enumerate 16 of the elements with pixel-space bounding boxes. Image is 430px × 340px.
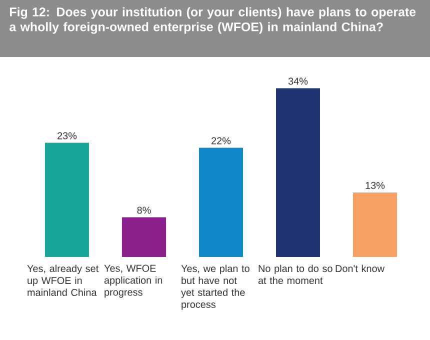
data-label: 13% (366, 182, 385, 189)
data-label: 8% (137, 206, 151, 214)
x-tick-label: Yes, already set up WFOE in mainland China (27, 264, 99, 296)
bar (45, 142, 89, 257)
data-label: 23% (58, 132, 77, 140)
data-label: 34% (288, 78, 308, 85)
bar (352, 192, 397, 257)
data-label: 22% (212, 137, 231, 144)
chart-title: Fig 12: Does your institution (or your clients) have plans to operate a wholly foreign-owned enterprise (WFOE) in mainland China? (10, 7, 416, 34)
x-tick-label: Yes, WFOE application in progress (104, 264, 162, 298)
bar (199, 148, 243, 257)
bar (122, 217, 166, 257)
x-tick-label: No plan to do so at the moment (258, 264, 332, 284)
x-tick-label: Yes, we plan to but have not yet started the process (181, 264, 250, 310)
bar (276, 88, 320, 257)
x-tick-label: Don't know (336, 264, 385, 272)
